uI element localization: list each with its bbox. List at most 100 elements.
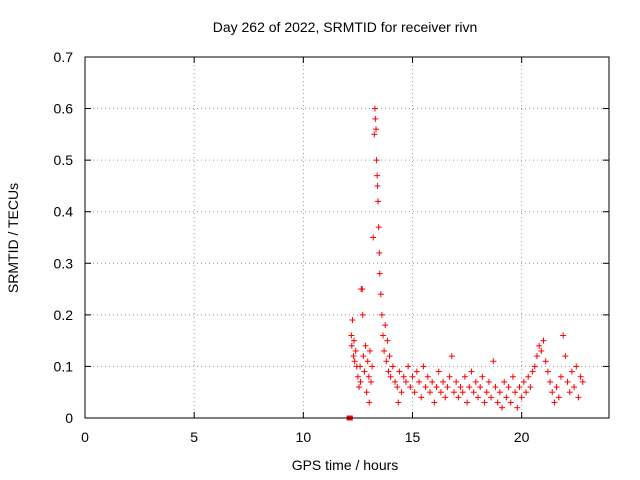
data-point (416, 378, 423, 385)
chart-title: Day 262 of 2022, SRMTID for receiver riv… (213, 19, 478, 35)
data-point (446, 373, 453, 380)
data-point (426, 389, 433, 396)
data-point (370, 234, 377, 241)
x-tick-label: 15 (405, 429, 421, 445)
data-point (505, 384, 512, 391)
y-tick-label: 0.3 (54, 255, 74, 271)
y-tick-label: 0.5 (54, 152, 74, 168)
data-point (455, 394, 462, 401)
data-point (389, 363, 396, 370)
y-tick-label: 0 (65, 410, 73, 426)
data-point (394, 384, 401, 391)
plot-frame (84, 56, 610, 419)
data-point (350, 337, 357, 344)
data-point (490, 358, 497, 365)
data-point (442, 394, 449, 401)
data-point (376, 270, 383, 277)
data-point (507, 399, 514, 406)
data-point (361, 368, 368, 375)
data-point (374, 182, 381, 189)
data-point (555, 394, 562, 401)
data-point (365, 373, 372, 380)
data-point (356, 384, 363, 391)
data-point (360, 353, 367, 360)
data-point (544, 368, 551, 375)
data-point (411, 389, 418, 396)
data-point (375, 198, 382, 205)
data-point (375, 224, 382, 231)
data-point (402, 378, 409, 385)
data-point (364, 358, 371, 365)
x-tick-label: 10 (296, 429, 312, 445)
data-point (352, 347, 359, 354)
data-point (382, 322, 389, 329)
data-point (429, 378, 436, 385)
data-point (383, 358, 390, 365)
data-point (363, 389, 370, 396)
data-point (531, 363, 538, 370)
data-point (459, 389, 466, 396)
data-point (557, 373, 564, 380)
data-point (400, 373, 407, 380)
data-point (368, 378, 375, 385)
data-point (560, 332, 567, 339)
data-point (381, 347, 388, 354)
y-tick-label: 0.6 (54, 101, 74, 117)
data-point (518, 394, 525, 401)
data-point (479, 373, 486, 380)
data-point (357, 378, 364, 385)
data-point (362, 342, 369, 349)
data-point (371, 105, 378, 112)
x-tick-label: 5 (190, 429, 198, 445)
data-point (571, 384, 578, 391)
data-point (564, 378, 571, 385)
data-point (496, 389, 503, 396)
data-point (398, 389, 405, 396)
data-point (514, 404, 521, 411)
data-point (369, 363, 376, 370)
data-point (366, 399, 373, 406)
data-point (512, 389, 519, 396)
data-point (472, 378, 479, 385)
data-point (376, 249, 383, 256)
data-point (377, 291, 384, 298)
data-point (374, 172, 381, 179)
data-point (579, 378, 586, 385)
data-point (424, 373, 431, 380)
data-point (384, 337, 391, 344)
data-point (477, 384, 484, 391)
data-point (392, 378, 399, 385)
data-point (529, 368, 536, 375)
y-tick-label: 0.7 (54, 49, 74, 65)
grid-lines (85, 57, 609, 418)
data-point (349, 317, 356, 324)
data-point (448, 353, 455, 360)
data-point (499, 404, 506, 411)
data-point (547, 378, 554, 385)
data-point (453, 378, 460, 385)
data-point (380, 332, 387, 339)
data-point (577, 373, 584, 380)
data-point (348, 332, 355, 339)
data-point (568, 368, 575, 375)
data-point (409, 373, 416, 380)
data-point (395, 399, 402, 406)
data-point (575, 394, 582, 401)
data-point (348, 342, 355, 349)
data-point (457, 384, 464, 391)
y-tick-label: 0.1 (54, 358, 74, 374)
data-point (387, 373, 394, 380)
data-points (346, 105, 586, 421)
data-point (503, 394, 510, 401)
data-point (509, 373, 516, 380)
data-point (485, 378, 492, 385)
data-point (553, 384, 560, 391)
data-point (464, 399, 471, 406)
y-axis-label: SRMTID / TECUs (5, 183, 21, 293)
data-point (551, 399, 558, 406)
data-point (525, 373, 532, 380)
data-point (494, 399, 501, 406)
data-point (373, 126, 380, 133)
data-point (437, 389, 444, 396)
data-point (501, 378, 508, 385)
